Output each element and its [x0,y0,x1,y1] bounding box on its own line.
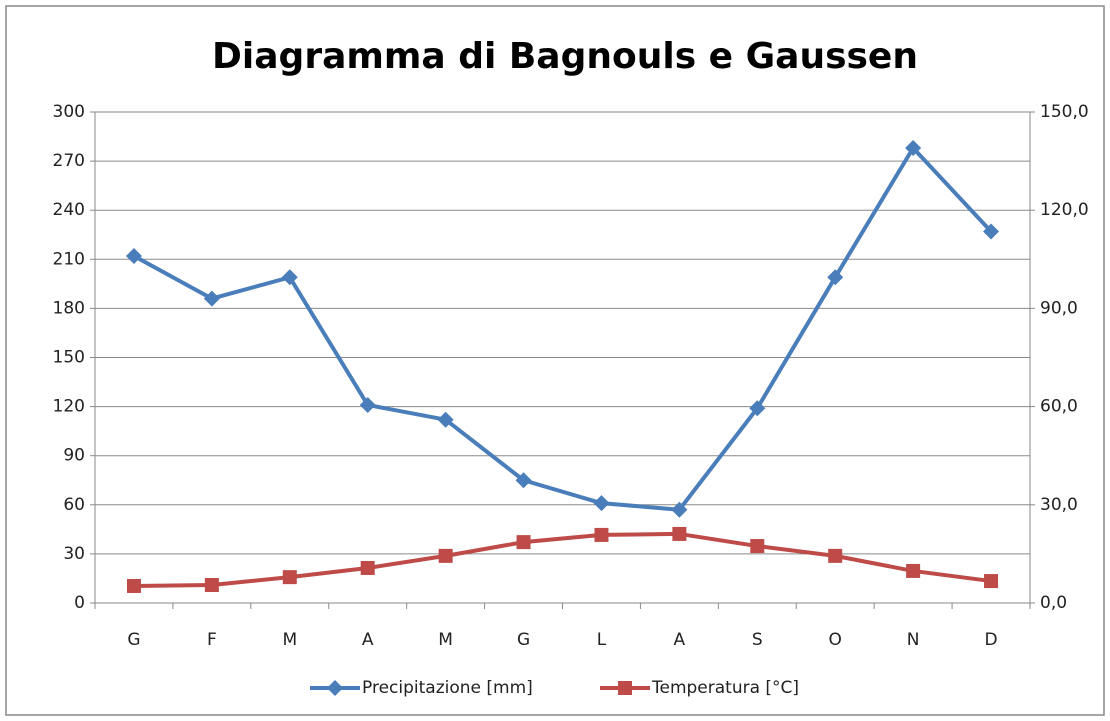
y-tick-label: 120 [53,397,85,417]
data-point [204,577,219,592]
x-tick-label: S [752,630,763,650]
series-line [133,531,992,588]
data-point [594,527,609,542]
data-point [593,495,610,512]
data-point [515,472,532,489]
data-point [983,223,1000,240]
y-tick-label: 60 [63,495,85,515]
x-tick-label: L [597,630,607,650]
x-tick-label: M [438,630,453,650]
y-tick-label: 240 [53,200,85,220]
x-tick-label: G [127,630,140,650]
data-point [437,411,454,428]
data-point [281,269,298,286]
y-tick-label: 90 [63,446,85,466]
data-point [671,501,688,518]
x-tick-label: N [907,630,920,650]
legend-marker [327,680,343,696]
y-tick-label: 30 [63,544,85,564]
y2-tick-label: 30,0 [1040,495,1078,515]
y2-tick-label: 90,0 [1040,298,1078,318]
y-tick-label: 150 [53,348,85,368]
y-tick-label: 180 [53,298,85,318]
data-point [827,269,844,286]
data-point [749,400,766,417]
data-point [750,539,765,554]
data-point [125,248,142,265]
x-tick-label: M [282,630,297,650]
data-point [906,563,921,578]
y2-tick-label: 0,0 [1040,593,1067,613]
chart-title: Diagramma di Bagnouls e Gaussen [212,36,918,77]
y2-tick-label: 60,0 [1040,397,1078,417]
x-tick-label: A [362,630,374,650]
legend-label: Temperatura [°C] [651,678,799,698]
data-point [282,570,297,585]
data-point [203,290,220,307]
x-tick-label: A [674,630,686,650]
series-line [132,146,993,512]
data-point [359,396,376,413]
data-point [905,140,922,157]
data-point [672,526,687,541]
x-tick-label: G [517,630,530,650]
chart-border [5,5,1105,716]
y-tick-label: 0 [74,593,85,613]
data-point [984,574,999,589]
y-tick-label: 210 [53,249,85,269]
y2-tick-label: 150,0 [1040,102,1089,122]
data-point [438,548,453,563]
data-point [360,560,375,575]
y-tick-label: 300 [53,102,85,122]
data-point [126,578,141,593]
y-tick-label: 270 [53,151,85,171]
data-point [516,535,531,550]
y2-tick-label: 120,0 [1040,200,1089,220]
x-tick-label: D [984,630,997,650]
legend-marker [618,681,632,695]
x-tick-label: O [829,630,842,650]
legend-label: Precipitazione [mm] [362,678,533,698]
x-tick-label: F [207,630,217,650]
data-point [828,548,843,563]
